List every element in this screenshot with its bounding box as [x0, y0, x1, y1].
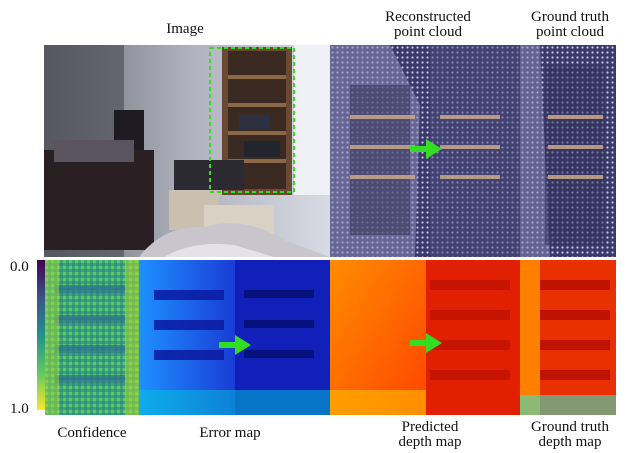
confidence-color-scale: [37, 260, 45, 410]
gt-depth-label-line1: Ground truth: [510, 420, 630, 435]
scale-min-label: 0.0: [10, 260, 38, 275]
predicted-depth-map-label: Predicted depth map: [380, 420, 480, 450]
ground-truth-depth-map-label: Ground truth depth map: [510, 420, 630, 450]
reconstructed-point-cloud-panel: [330, 45, 520, 257]
reconstructed-label-line2: point cloud: [368, 25, 488, 40]
predicted-label-line2: depth map: [380, 435, 480, 450]
ground-truth-point-cloud-label: Ground truth point cloud: [510, 10, 630, 40]
error-map-panel: [139, 260, 330, 415]
scale-max-label: 1.0: [10, 402, 38, 417]
error-map-label: Error map: [180, 426, 280, 441]
ground-truth-point-cloud-panel: [520, 45, 616, 257]
image-label: Image: [155, 22, 215, 37]
confidence-label: Confidence: [42, 426, 142, 441]
ground-truth-depth-map-panel: [520, 260, 616, 415]
reconstructed-label-line1: Reconstructed: [368, 10, 488, 25]
gt-depth-label-line2: depth map: [510, 435, 630, 450]
predicted-label-line1: Predicted: [380, 420, 480, 435]
confidence-map-panel: [45, 260, 139, 415]
gt-point-cloud-label-line2: point cloud: [510, 25, 630, 40]
reconstructed-point-cloud-label: Reconstructed point cloud: [368, 10, 488, 40]
gt-point-cloud-label-line1: Ground truth: [510, 10, 630, 25]
input-image-panel: [44, 45, 330, 257]
predicted-depth-map-panel: [330, 260, 520, 415]
